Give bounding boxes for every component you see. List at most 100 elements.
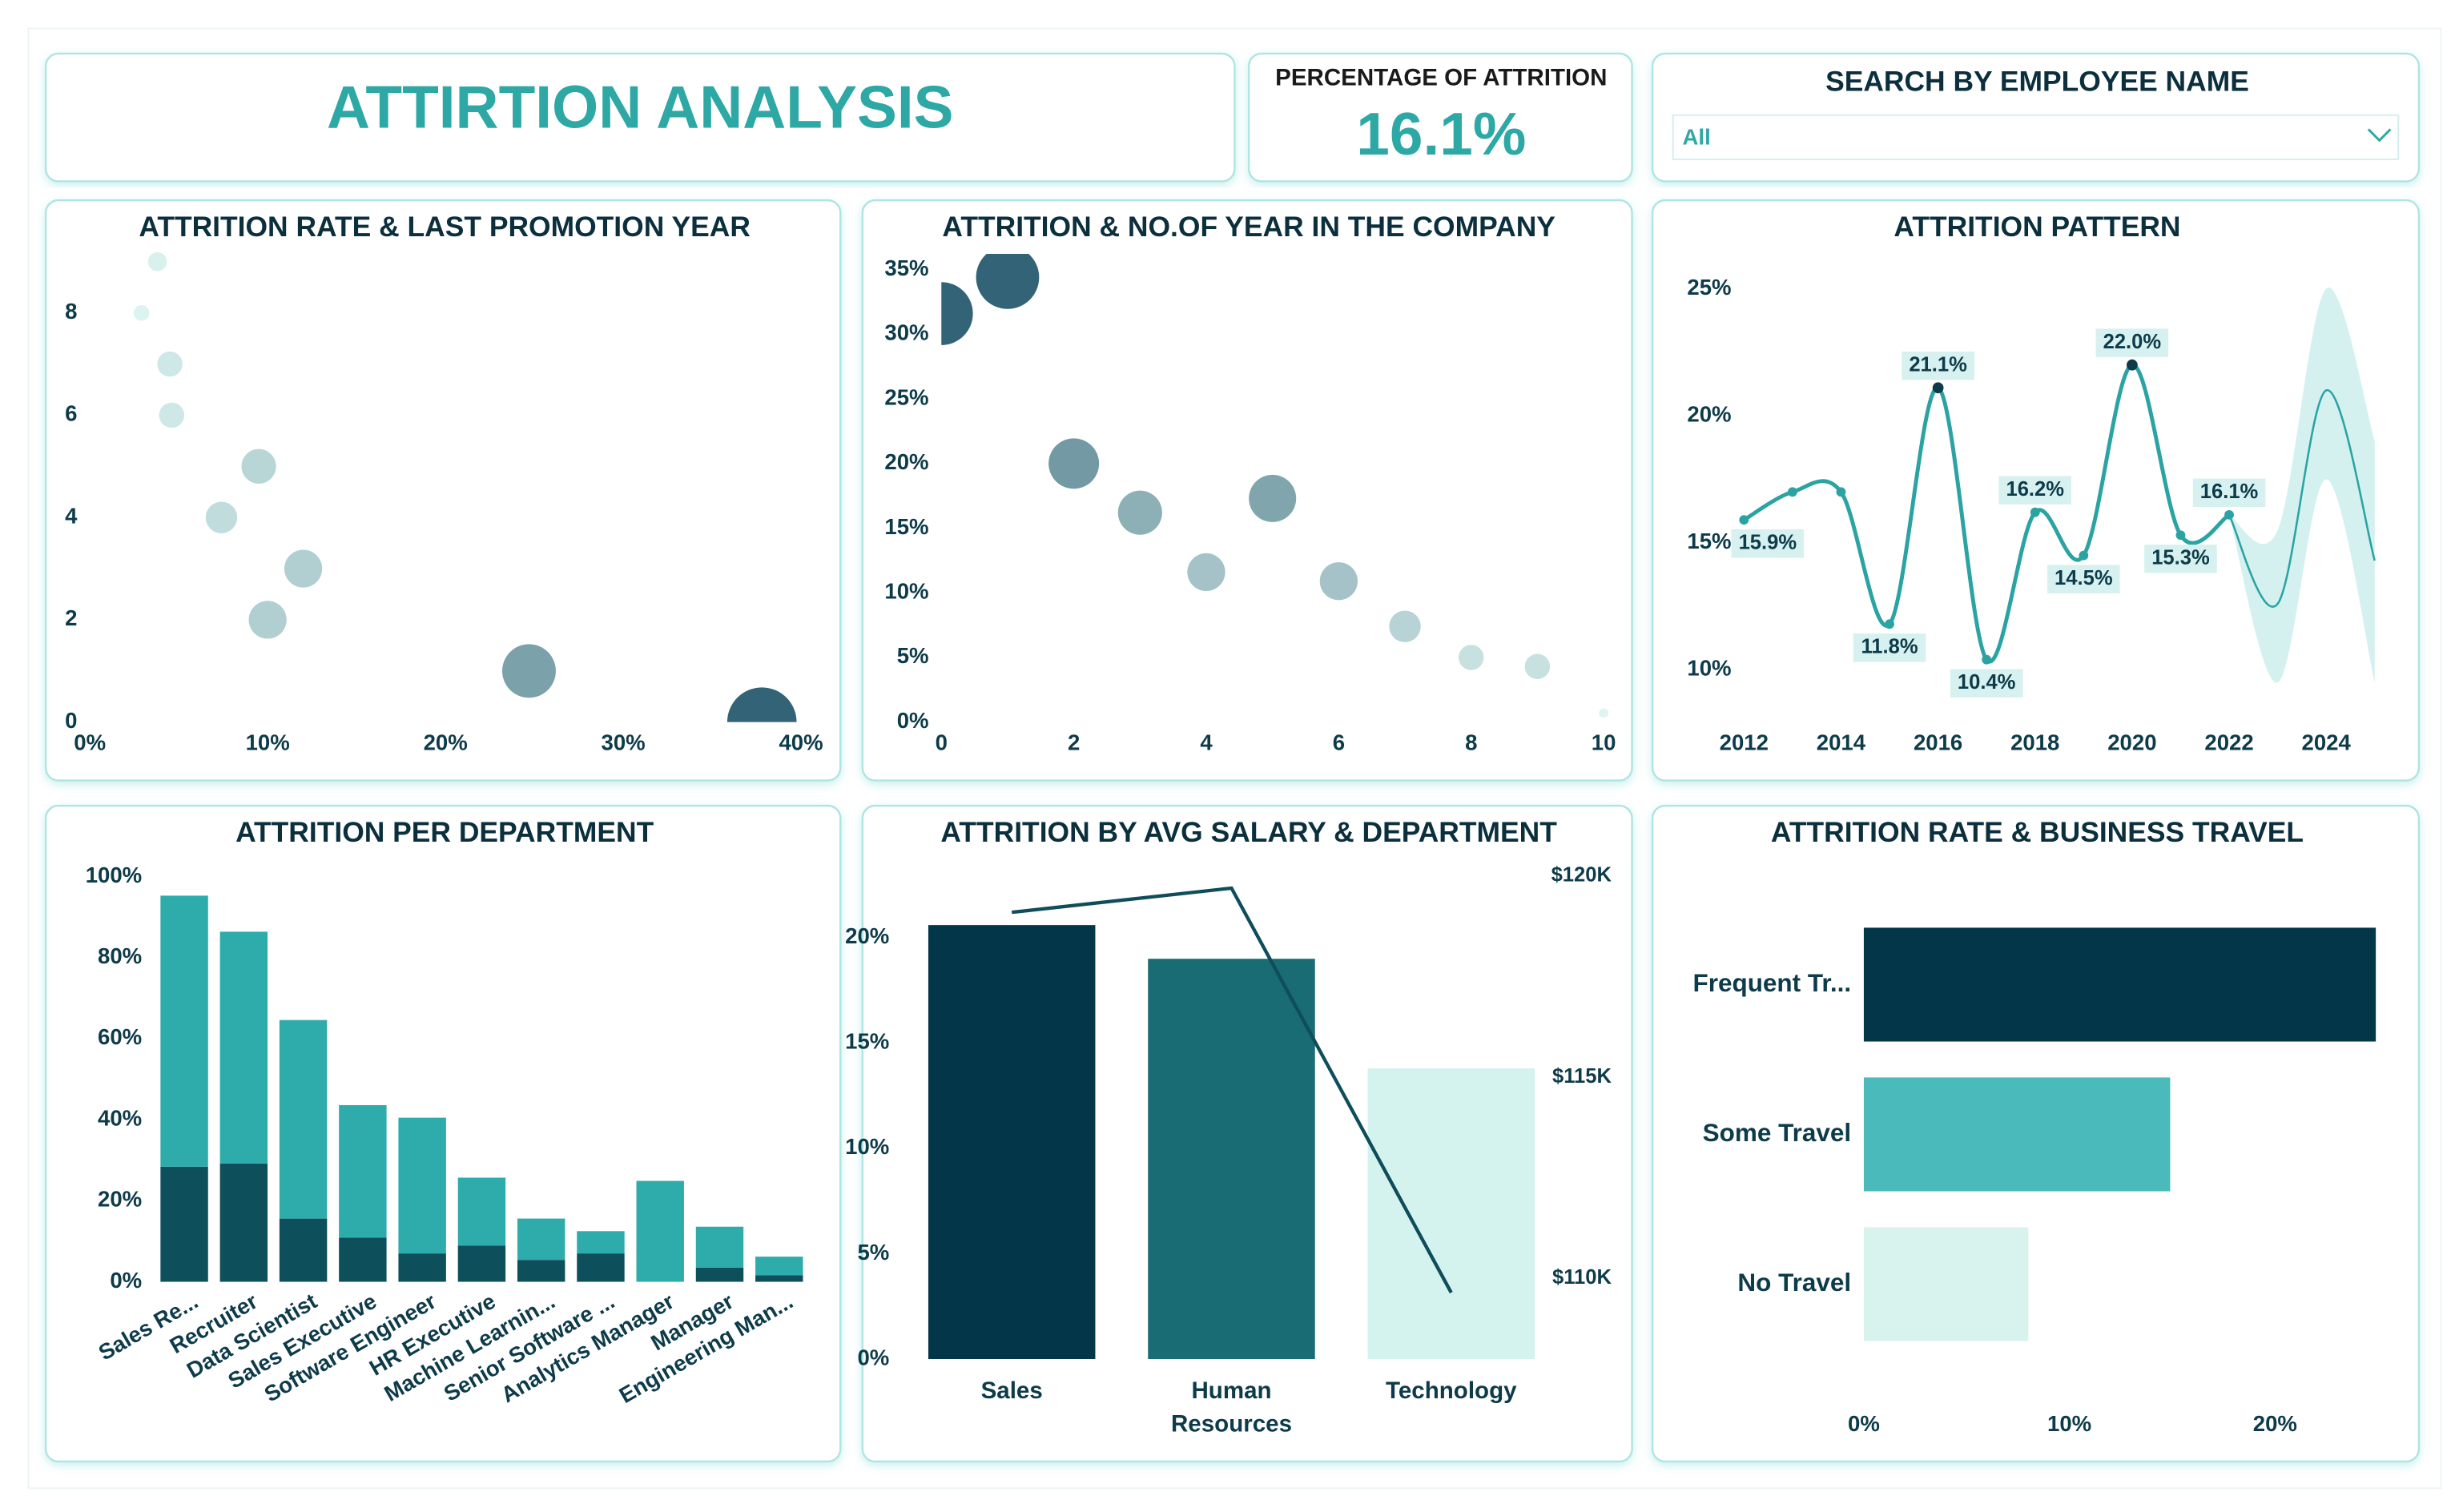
bar <box>1863 927 2376 1042</box>
x-tick-label: 10 <box>1592 730 1616 755</box>
x-tick-label-box: Technology <box>1386 1378 1517 1405</box>
y-tick-label: Frequent Tr... <box>1692 968 1851 997</box>
data-label-bg <box>1731 529 1805 558</box>
y-tick-label: 30% <box>884 320 928 345</box>
bar <box>1148 959 1315 1360</box>
search-selected: All <box>1683 125 1711 150</box>
bubble <box>205 501 238 533</box>
chart-title: ATTRITION RATE & BUSINESS TRAVEL <box>1771 816 2304 848</box>
bar-segment <box>577 1231 625 1254</box>
data-label: 22.0% <box>2103 331 2162 353</box>
x-tick-label: 0% <box>1848 1411 1880 1436</box>
x-tick-label: 8 <box>1465 730 1477 755</box>
y-tick-label: 25% <box>884 384 928 409</box>
bubble <box>1524 653 1551 680</box>
x-tick-label-box: Sales <box>980 1377 1043 1405</box>
data-label-bg <box>1998 476 2072 505</box>
x-tick-label: 40% <box>779 730 823 755</box>
y-tick-label: 2 <box>65 605 77 630</box>
y-tick-label: 60% <box>98 1024 142 1049</box>
y-tick-label: 0% <box>110 1268 142 1293</box>
chart-title: ATTRITION & NO.OF YEAR IN THE COMPANY <box>942 211 1555 243</box>
y-tick-label: 10% <box>845 1134 889 1159</box>
data-label: 15.3% <box>2151 547 2210 569</box>
x-tick-label: 4 <box>1200 730 1213 755</box>
bubble <box>1599 708 1609 718</box>
line <box>1011 886 1453 1294</box>
point <box>1982 654 1992 665</box>
y-tick-label: Some Travel <box>1703 1118 1852 1147</box>
x-tick-label: 2012 <box>1720 730 1769 755</box>
bar-segment <box>339 1104 387 1238</box>
bar-segment <box>160 895 208 1167</box>
data-label-bg <box>1853 633 1926 662</box>
bar-segment <box>517 1260 565 1282</box>
x-tick-label: 6 <box>1333 730 1345 755</box>
bar-segment <box>398 1253 446 1282</box>
x-tick-label: 2 <box>1068 730 1080 755</box>
bubble <box>941 282 973 345</box>
point <box>1739 515 1749 525</box>
point <box>2127 359 2138 371</box>
bar-segment <box>695 1267 744 1282</box>
bar-segment <box>755 1275 803 1282</box>
bubble <box>133 304 150 321</box>
x-tick-label: 20% <box>2253 1411 2297 1436</box>
x-tick-label: 2020 <box>2107 730 2156 755</box>
dropdown-chevron <box>2367 128 2392 143</box>
y-tick-label: 80% <box>98 943 142 968</box>
point <box>2030 507 2040 517</box>
point <box>1932 382 1944 394</box>
bubble <box>241 448 276 484</box>
bar-segment <box>219 1163 268 1282</box>
y-tick-label: 20% <box>884 449 928 474</box>
bar-segment <box>279 1218 328 1282</box>
y-tick-label: 25% <box>1687 275 1731 300</box>
bar-segment <box>755 1257 803 1276</box>
bubble <box>248 601 287 639</box>
y-tick-label: 15% <box>884 514 928 539</box>
y-tick-label: 0% <box>857 1345 889 1369</box>
plot-area <box>941 253 1609 718</box>
bar-segment <box>398 1117 446 1254</box>
data-label: 11.8% <box>1861 636 1918 658</box>
x-tick-label: 0 <box>936 730 948 755</box>
y-tick-label: 0% <box>897 708 929 733</box>
point <box>1885 619 1894 629</box>
page-frame <box>27 27 2442 1490</box>
data-label: 15.9% <box>1739 532 1797 554</box>
forecast-band <box>2229 288 2375 683</box>
x-tick-label: 2014 <box>1817 730 1866 755</box>
forecast-line <box>2228 389 2376 608</box>
chart-panel <box>44 199 842 782</box>
x-tick-label: Sales <box>980 1377 1043 1405</box>
x-tick-label: Human Resources <box>1170 1377 1293 1438</box>
chart-title: ATTRITION PATTERN <box>1894 211 2180 243</box>
y-tick-label: 100% <box>86 863 142 887</box>
y-tick-label: 10% <box>884 579 928 604</box>
x-tick-label: 2018 <box>2010 730 2059 755</box>
y2-tick-label: $115K <box>1552 1065 1612 1088</box>
y-tick-label: 15% <box>845 1029 889 1054</box>
y-tick-label: 10% <box>1687 656 1731 681</box>
title-panel <box>44 52 1236 183</box>
bubble <box>1389 610 1421 642</box>
x-tick-label: 10% <box>2047 1411 2091 1436</box>
bar-segment <box>160 1166 208 1282</box>
y-tick-label: 6 <box>65 401 77 426</box>
chart-title: ATTRITION RATE & LAST PROMOTION YEAR <box>139 211 751 243</box>
y-tick-label: 15% <box>1687 529 1731 553</box>
data-label: 16.2% <box>2006 478 2064 501</box>
x-tick-label: 10% <box>246 730 290 755</box>
data-label-bg <box>1902 351 1974 380</box>
chart-title: ATTRITION BY AVG SALARY & DEPARTMENT <box>940 816 1557 848</box>
y-tick-label: 40% <box>98 1105 142 1130</box>
search-dropdown[interactable] <box>1672 114 2400 160</box>
bubble <box>726 687 797 722</box>
chart-panel <box>861 199 1633 782</box>
y-tick-label: 5% <box>897 643 929 668</box>
point <box>2079 550 2089 561</box>
search-label: SEARCH BY EMPLOYEE NAME <box>1825 66 2249 98</box>
bar-segment <box>517 1218 565 1261</box>
